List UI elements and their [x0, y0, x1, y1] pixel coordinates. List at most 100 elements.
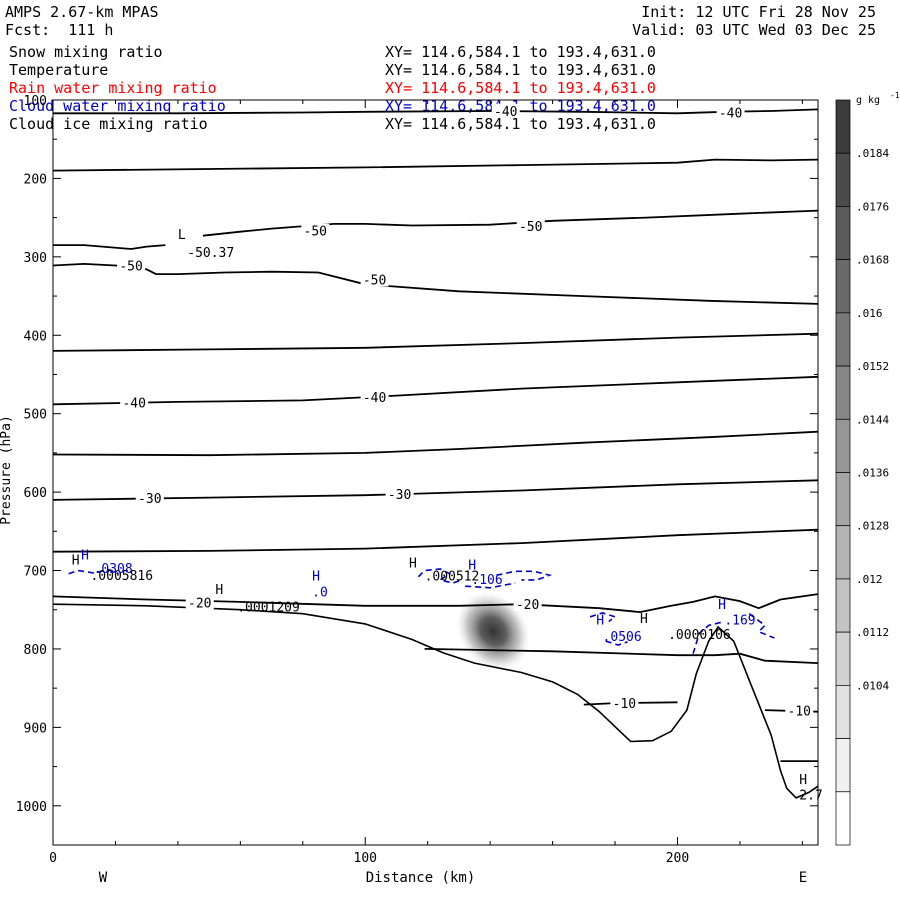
- valid-time: Valid: 03 UTC Wed 03 Dec 25: [632, 21, 876, 39]
- colorbar-unit: g kg: [856, 95, 880, 106]
- temperature-contour: [53, 108, 819, 115]
- extremum-label: .0000106: [668, 628, 731, 643]
- extremum-label: .0: [312, 585, 328, 600]
- field-xy-range: XY= 114.6,584.1 to 193.4,631.0: [385, 115, 656, 133]
- field-name: Cloud water mixing ratio: [9, 97, 226, 115]
- contour-label-bg: [120, 395, 149, 410]
- y-tick-label: 900: [24, 721, 47, 736]
- east-label: E: [799, 870, 807, 886]
- colorbar-swatch: [835, 418, 851, 473]
- x-tick-label: 100: [354, 851, 377, 866]
- cloud-water-contour: [605, 640, 628, 646]
- colorbar-swatch: [835, 206, 851, 260]
- field-name: Cloud ice mixing ratio: [9, 115, 208, 133]
- y-tick-label: 100: [24, 94, 47, 109]
- temperature-contour-label: -20: [188, 596, 211, 611]
- colorbar-swatch: [835, 791, 851, 846]
- field-name: Rain water mixing ratio: [9, 79, 217, 97]
- extremum-label: -50.37: [187, 246, 234, 261]
- temperature-contour: [52, 430, 819, 457]
- temperature-contour: [52, 262, 819, 305]
- extremum-label: .169: [724, 614, 755, 629]
- colorbar-unit-exponent: -1: [890, 91, 900, 100]
- extremum-label: H: [72, 553, 80, 568]
- init-time: Init: 12 UTC Fri 28 Nov 25: [641, 3, 876, 21]
- colorbar-label: .0184: [856, 147, 889, 160]
- extremum-label: H: [468, 559, 476, 574]
- contour-label-bg: [610, 695, 639, 710]
- y-tick-label: 400: [24, 329, 47, 344]
- contour-label-bg: [360, 272, 389, 287]
- colorbar-swatch: [835, 631, 851, 686]
- cloud-water-contour: [465, 582, 516, 589]
- temperature-contour-label: -50: [519, 220, 542, 235]
- temperature-contour: [52, 528, 819, 553]
- field-name: Temperature: [9, 61, 109, 79]
- extremum-label: H: [215, 583, 223, 598]
- colorbar-label: .0112: [856, 626, 889, 639]
- temperature-contour-label: -30: [138, 492, 161, 507]
- temperature-contour-label: -40: [719, 106, 742, 121]
- colorbar-swatch: [835, 365, 851, 420]
- contour-label-bg: [513, 597, 542, 612]
- colorbar-label: .0176: [856, 200, 889, 213]
- contour-label-bg: [516, 219, 545, 234]
- contour-label-bg: [360, 390, 389, 404]
- cloud-water-contour: [496, 570, 553, 581]
- x-tick-label: 0: [49, 851, 57, 866]
- contour-label-bg: [385, 487, 414, 502]
- contour-label-bg: [785, 703, 814, 718]
- colorbar-label: .0104: [856, 679, 889, 692]
- colorbar-swatch: [835, 472, 851, 527]
- extremum-label: .106: [471, 573, 502, 588]
- colorbar-swatch: [835, 738, 851, 793]
- colorbar-label: .012: [856, 573, 883, 586]
- extremum-label: H: [81, 549, 89, 564]
- cloud-water-contour: [417, 568, 463, 584]
- temperature-contour-label: -40: [122, 396, 145, 411]
- temperature-contour: [202, 209, 819, 237]
- contour-label-bg: [301, 223, 330, 238]
- model-title: AMPS 2.67-km MPAS: [5, 3, 159, 21]
- temperature-contour-label: -10: [788, 705, 811, 720]
- y-tick-label: 500: [24, 408, 47, 423]
- contour-label-bg: [491, 103, 520, 118]
- field-xy-range: XY= 114.6,584.1 to 193.4,631.0: [385, 79, 656, 97]
- extremum-label: .0308: [94, 562, 133, 577]
- y-tick-label: 1000: [16, 800, 47, 815]
- temperature-contour-label: -10: [613, 697, 636, 712]
- temperature-contour-label: -40: [363, 391, 386, 406]
- contour-label-bg: [117, 258, 146, 273]
- temperature-contour: [52, 158, 819, 172]
- colorbar-label: .0168: [856, 254, 889, 267]
- colorbar-swatch: [835, 99, 851, 154]
- snow-mixing-ratio-maximum: [456, 591, 530, 671]
- x-axis-label: Distance (km): [366, 870, 476, 886]
- field-xy-range: XY= 114.6,584.1 to 193.4,631.0: [385, 61, 656, 79]
- temperature-contour-label: -40: [494, 105, 517, 120]
- colorbar-label: .0128: [856, 520, 889, 533]
- temperature-contour: [53, 244, 166, 250]
- temperature-contour: [52, 479, 819, 501]
- y-tick-label: 700: [24, 565, 47, 580]
- colorbar-label: .016: [856, 307, 883, 320]
- colorbar-swatch: [835, 259, 851, 314]
- west-label: W: [99, 870, 108, 886]
- field-xy-range: XY= 114.6,584.1 to 193.4,631.0: [385, 43, 656, 61]
- extremum-label: .0001209: [237, 600, 300, 615]
- extremum-label: H: [596, 614, 604, 629]
- extremum-label: L: [178, 228, 186, 243]
- extremum-label: .0005816: [90, 569, 153, 584]
- temperature-contour-label: -50: [363, 273, 386, 288]
- cloud-water-contour: [748, 613, 775, 639]
- temperature-contour: [52, 593, 819, 614]
- colorbar-swatch: [835, 152, 851, 207]
- temperature-contour-label: -50: [304, 225, 327, 240]
- temperature-contour-label: -20: [516, 598, 539, 613]
- y-tick-label: 300: [24, 251, 47, 266]
- y-axis-label: Pressure (hPa): [0, 415, 14, 525]
- colorbar-label: .0144: [856, 413, 889, 426]
- temperature-contour-label: -50: [119, 259, 142, 274]
- plot-frame: [52, 99, 819, 846]
